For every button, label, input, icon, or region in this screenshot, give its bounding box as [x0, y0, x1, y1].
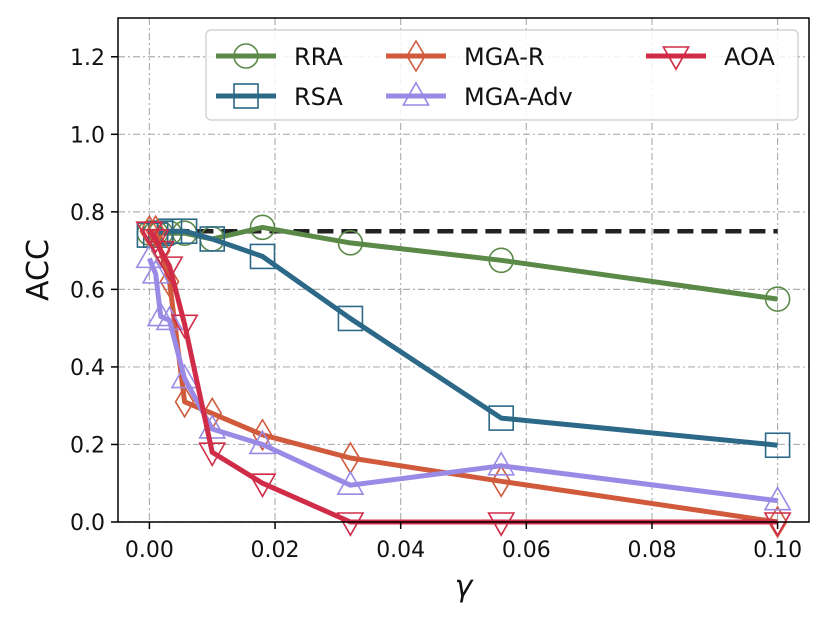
- series-line: [147, 257, 778, 504]
- x-tick-label: 0.00: [125, 538, 174, 563]
- data-point: [159, 265, 180, 299]
- data-point: [249, 214, 276, 241]
- data-point: [763, 485, 792, 511]
- data-point: [174, 385, 195, 419]
- legend-entry: RSA: [216, 83, 343, 111]
- legend-marker: [662, 46, 690, 71]
- y-tick-label: 0.2: [70, 433, 105, 458]
- data-point: [155, 256, 184, 281]
- data-point: [145, 214, 166, 248]
- legend-label: MGA-R: [464, 43, 545, 71]
- y-tick-label: 1.0: [70, 123, 105, 148]
- data-point: [764, 432, 791, 459]
- series-mga-adv: [135, 243, 792, 511]
- legend-entry: MGA-Adv: [386, 81, 573, 111]
- x-axis-label: γ: [455, 569, 475, 604]
- y-tick-label: 0.6: [70, 278, 105, 303]
- data-point: [487, 512, 516, 537]
- legend-entry: AOA: [646, 43, 775, 71]
- data-point: [170, 363, 199, 389]
- data-point: [135, 221, 164, 247]
- legend-label: MGA-Adv: [464, 83, 573, 111]
- legend-label: RRA: [294, 43, 343, 71]
- legend: RRA RSA MGA-R MGA-Adv AOA: [205, 29, 799, 121]
- data-point: [337, 230, 364, 256]
- data-point: [198, 442, 227, 468]
- legend-label: RSA: [294, 83, 343, 111]
- data-point: [487, 450, 516, 476]
- data-point: [491, 464, 512, 498]
- x-tick-label: 0.04: [376, 538, 425, 563]
- plot-frame: [117, 17, 810, 523]
- data-point: [336, 470, 365, 495]
- data-point: [252, 418, 273, 452]
- data-point: [248, 473, 277, 499]
- data-point: [763, 512, 792, 537]
- data-point: [146, 301, 175, 327]
- data-point: [155, 305, 184, 331]
- legend-marker: [402, 81, 430, 106]
- y-tick-label: 1.2: [70, 46, 105, 71]
- axes: 0.00 0.02 0.04 0.06 0.08 0.10 0.0 0.2 0.4 0.6 0.8 1…: [70, 46, 802, 563]
- data-point: [248, 429, 277, 455]
- x-tick-label: 0.10: [753, 538, 802, 563]
- x-tick-label: 0.06: [502, 538, 551, 563]
- x-tick-label: 0.08: [627, 538, 676, 563]
- x-tick-label: 0.02: [251, 538, 300, 563]
- data-point: [488, 405, 514, 431]
- legend-label: AOA: [724, 43, 775, 71]
- legend-box: [205, 29, 799, 121]
- legend-entry: MGA-R: [386, 39, 545, 73]
- y-tick-label: 0.4: [70, 356, 105, 381]
- data-point: [767, 505, 788, 539]
- series-line: [149, 228, 778, 525]
- series-line: [149, 224, 778, 302]
- legend-entry: RRA: [216, 43, 343, 71]
- y-tick-label: 0.8: [70, 201, 105, 226]
- data-point: [336, 512, 365, 537]
- series-group: [135, 214, 792, 539]
- y-axis-label: ACC: [21, 239, 56, 301]
- data-point: [141, 259, 170, 284]
- legend-marker: [233, 43, 259, 69]
- data-point: [764, 286, 791, 312]
- data-point: [337, 305, 364, 332]
- data-point: [146, 240, 175, 266]
- data-point: [199, 226, 226, 252]
- series-line: [149, 228, 778, 448]
- data-point: [249, 243, 276, 270]
- legend-marker: [233, 83, 259, 109]
- data-point: [171, 218, 198, 245]
- data-point: [170, 314, 199, 340]
- series-line: [147, 229, 778, 525]
- data-point: [488, 247, 514, 274]
- y-tick-label: 0.0: [70, 511, 105, 536]
- legend-marker: [406, 39, 426, 73]
